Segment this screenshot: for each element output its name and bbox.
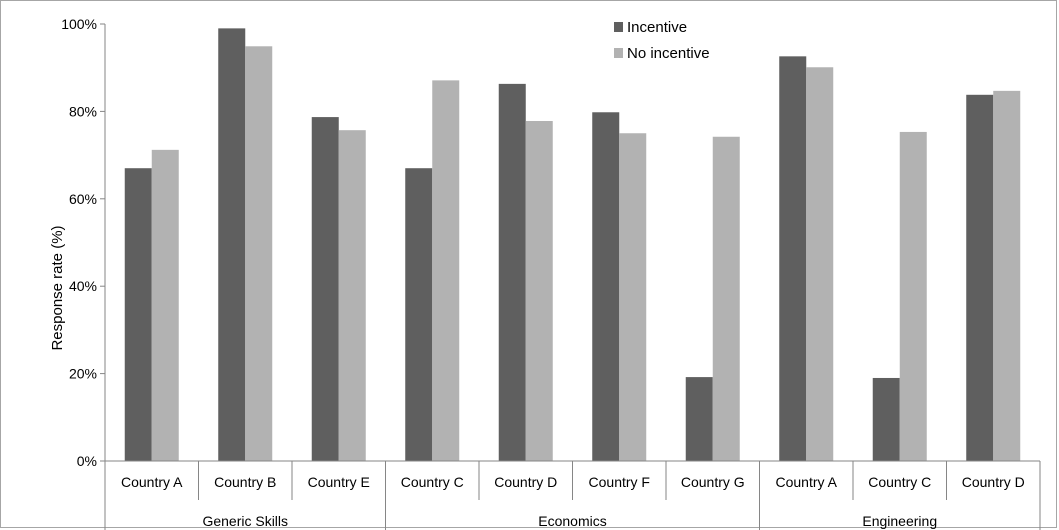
bar-no-incentive [432,80,460,462]
bars [124,28,1021,462]
legend-label: No incentive [627,45,710,62]
legend-swatch [614,22,623,32]
y-tick-label: 80% [69,103,97,119]
bar-incentive [779,56,807,461]
x-group-label: Engineering [862,513,937,529]
bar-incentive [311,117,339,462]
y-tick-label: 20% [69,366,97,382]
bar-no-incentive [525,121,553,461]
x-tick-label: Country A [121,474,183,490]
legend-label: Incentive [627,19,687,36]
bar-incentive [498,83,526,461]
y-tick-label: 40% [69,278,97,294]
bar-incentive [218,28,246,462]
y-tick-label: 60% [69,191,97,207]
x-group-label: Generic Skills [202,513,288,529]
y-tick-label: 0% [77,453,97,469]
bar-no-incentive [806,67,834,461]
bar-incentive [405,168,433,461]
x-tick-label: Country F [589,474,650,490]
bar-no-incentive [338,130,366,462]
bar-no-incentive [993,90,1021,462]
y-axis-title: Response rate (%) [49,225,66,350]
bar-no-incentive [245,46,273,462]
x-axis: Country A Country B Country E Country C Coun… [104,460,1041,530]
x-tick-label: Country G [681,474,745,490]
legend-swatch [614,48,623,58]
x-tick-label: Country D [494,474,557,490]
bar-incentive [592,112,620,462]
bar-incentive [124,168,152,461]
bar-incentive [872,377,900,461]
bar-incentive [685,377,713,461]
x-tick-label: Country C [401,474,464,490]
y-tick-label: 100% [61,16,97,32]
bar-incentive [966,94,994,461]
x-tick-label: Country E [308,474,370,490]
y-axis: 0% 20% 40% 60% 80% 100% [61,16,106,469]
x-tick-label: Country C [868,474,931,490]
x-group-label: Economics [538,513,606,529]
x-tick-label: Country A [776,474,838,490]
x-tick-label: Country B [214,474,276,490]
x-tick-label: Country D [962,474,1025,490]
bar-no-incentive [151,149,179,461]
bar-no-incentive [899,131,927,461]
bar-no-incentive [619,133,647,461]
bar-no-incentive [712,136,740,461]
legend: Incentive No incentive [614,19,710,62]
